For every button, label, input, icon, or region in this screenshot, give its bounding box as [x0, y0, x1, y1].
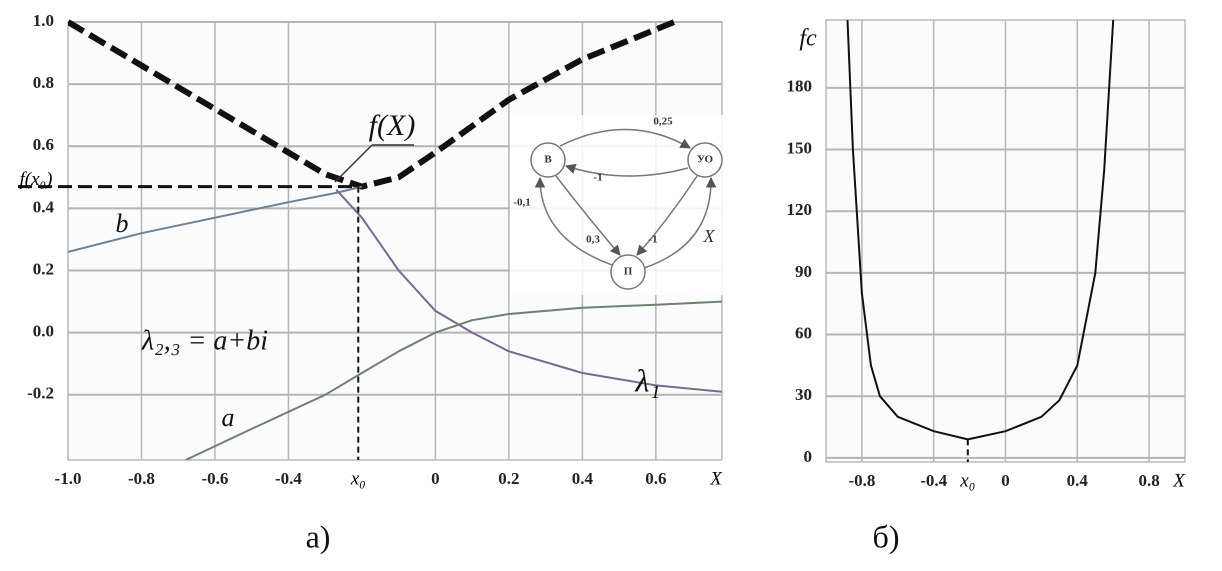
x-tick-label: -0.6 [202, 469, 229, 488]
series-line [335, 189, 722, 393]
y-tick-label: 150 [787, 138, 813, 157]
edge [565, 163, 689, 177]
edge-label: 0,25 [653, 116, 673, 128]
x-tick-label: -0.4 [920, 471, 947, 490]
x-tick-label: -0.8 [848, 471, 875, 490]
y-tick-label: 0.6 [33, 135, 54, 154]
node-label: В [544, 154, 552, 166]
edge [559, 128, 691, 149]
x-axis-label: X [1172, 470, 1186, 491]
node-label: П [624, 266, 633, 278]
x-tick-label: -0.4 [275, 469, 302, 488]
x-tick-label: -1.0 [55, 469, 82, 488]
caption: б) [873, 518, 900, 554]
y-tick-label: 0.4 [33, 197, 55, 216]
x-tick-label: 0.2 [498, 469, 519, 488]
y-tick-label: 0.2 [33, 259, 54, 278]
x-tick-label: 0.4 [572, 469, 594, 488]
inset-diagram: В УО П 0,25 -1 -0,1 0,3 -1 X [510, 115, 735, 295]
x-tick-label: 0.4 [1067, 471, 1089, 490]
edge-label: 0,3 [586, 234, 600, 246]
series-line [68, 185, 363, 253]
y-tick-label: 0.8 [33, 73, 54, 92]
plot-clip [68, 19, 722, 460]
node [530, 142, 566, 178]
x-tick-label: 0 [1001, 471, 1010, 490]
edge-label: -1 [593, 172, 602, 184]
series-line [185, 300, 722, 460]
y-tick-label: 30 [795, 385, 812, 404]
y-tick-label: 60 [795, 323, 812, 342]
series-label: λ₁ [635, 362, 661, 398]
series-label: a [222, 403, 235, 432]
edge-label: X [703, 226, 716, 246]
caption: а) [306, 518, 331, 554]
marker-x-label: x₀ [959, 470, 975, 491]
edge [555, 175, 621, 256]
x-tick-label: -0.8 [128, 469, 155, 488]
series-label: b [116, 209, 129, 238]
edge [636, 175, 698, 256]
node-label: УО [697, 154, 714, 166]
x-tick-label: 0.6 [645, 469, 666, 488]
edge [643, 176, 717, 269]
series-label: f(X) [369, 109, 416, 142]
y-tick-label: -0.2 [27, 384, 54, 403]
node [610, 254, 646, 290]
node [687, 142, 723, 178]
edge [534, 176, 616, 267]
y-tick-label: 120 [787, 200, 813, 219]
marker-y-label: f(x₀) [20, 169, 53, 190]
edge-label: -0,1 [513, 197, 530, 209]
y-tick-label: 90 [795, 262, 812, 281]
y-tick-label: 0 [804, 447, 813, 466]
x-tick-label: 0 [431, 469, 440, 488]
y-tick-label: 1.0 [33, 11, 54, 30]
marker-x-label: x₀ [350, 468, 366, 489]
y-tick-label: 0.0 [33, 322, 54, 341]
edge-label: -1 [648, 234, 657, 246]
series-label: fc [799, 26, 817, 52]
annotation: λ₂,₃ = a+bi [141, 325, 268, 356]
leader [334, 144, 373, 183]
x-axis-label: X [709, 468, 723, 489]
x-tick-label: 0.8 [1138, 471, 1159, 490]
y-tick-label: 180 [787, 77, 813, 96]
